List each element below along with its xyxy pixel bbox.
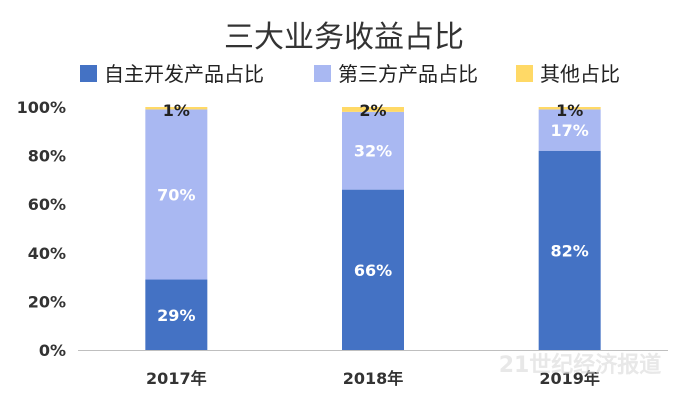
y-tick-label: 100% bbox=[17, 98, 66, 117]
legend-label: 其他占比 bbox=[540, 62, 620, 86]
y-tick-label: 20% bbox=[28, 292, 66, 311]
data-label: 2% bbox=[359, 101, 386, 120]
data-label: 66% bbox=[354, 261, 392, 280]
data-label: 1% bbox=[556, 101, 583, 120]
legend: 自主开发产品占比 第三方产品占比 其他占比 bbox=[80, 62, 620, 86]
data-label: 1% bbox=[163, 101, 190, 120]
bar-segment bbox=[538, 109, 601, 151]
legend-label: 自主开发产品占比 bbox=[104, 62, 264, 86]
bars: 29%70%1%66%32%2%82%17%1% bbox=[145, 101, 601, 350]
legend-swatch bbox=[314, 65, 331, 82]
x-tick-label: 2018年 bbox=[343, 369, 404, 388]
data-label: 17% bbox=[551, 121, 589, 140]
data-label: 70% bbox=[157, 185, 195, 204]
bar-segment bbox=[538, 150, 601, 350]
bar-segment bbox=[538, 107, 601, 110]
bar-segment bbox=[145, 109, 208, 280]
data-label: 82% bbox=[551, 241, 589, 260]
data-label: 29% bbox=[157, 306, 195, 325]
bar-segment bbox=[342, 111, 404, 190]
bar-segment bbox=[342, 189, 404, 350]
y-tick-label: 40% bbox=[28, 244, 66, 263]
data-label: 32% bbox=[354, 142, 392, 161]
bar-segment bbox=[342, 107, 404, 112]
legend-swatch bbox=[80, 65, 97, 82]
watermark: 21世纪经济报道 bbox=[499, 352, 662, 378]
y-axis: 0% 20% 40% 60% 80% 100% bbox=[17, 98, 66, 360]
legend-label: 第三方产品占比 bbox=[338, 62, 478, 86]
y-tick-label: 0% bbox=[39, 341, 66, 360]
bar-segment bbox=[145, 279, 208, 350]
bar-segment bbox=[145, 107, 208, 110]
x-axis: 2017年 2018年 2019年 bbox=[78, 350, 668, 388]
legend-swatch bbox=[516, 65, 533, 82]
y-tick-label: 80% bbox=[28, 147, 66, 166]
x-tick-label: 2019年 bbox=[539, 369, 600, 388]
y-tick-label: 60% bbox=[28, 195, 66, 214]
x-tick-label: 2017年 bbox=[146, 369, 207, 388]
chart-title: 三大业务收益占比 bbox=[224, 20, 464, 55]
